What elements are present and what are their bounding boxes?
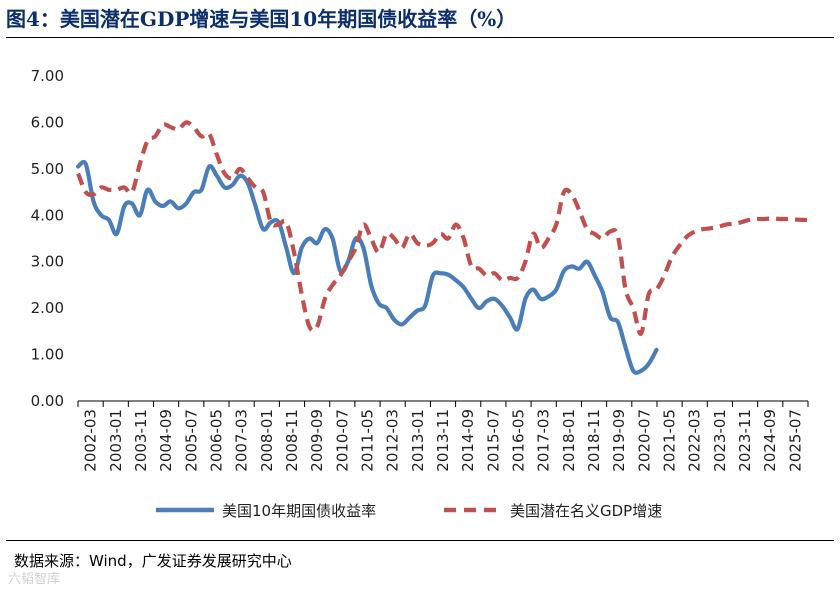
x-tick-label: 2013-11 [434, 409, 452, 472]
y-axis: 0.00 1.00 2.00 3.00 4.00 5.00 6.00 7.00 [31, 67, 64, 410]
x-tick-label: 2015-07 [484, 409, 502, 472]
x-tick-label: 2002-03 [82, 409, 100, 472]
x-tick-label: 2021-05 [661, 409, 679, 472]
x-tick-label: 2003-11 [132, 409, 150, 472]
footer-divider [6, 540, 834, 541]
x-tick-label: 2018-11 [585, 409, 603, 472]
x-tick-label: 2014-09 [459, 409, 477, 472]
x-tick-label: 2013-01 [409, 409, 427, 472]
x-tick-label: 2018-01 [560, 409, 578, 472]
legend-label-gdp: 美国潜在名义GDP增速 [510, 502, 662, 520]
x-tick-label: 2007-03 [233, 409, 251, 472]
x-tick-label: 2008-01 [258, 409, 276, 472]
title-divider [6, 37, 834, 38]
legend-label-treasury: 美国10年期国债收益率 [222, 502, 376, 520]
x-tick-label: 2003-01 [107, 409, 125, 472]
x-tick-label: 2022-03 [686, 409, 704, 472]
series-line-treasury [76, 159, 659, 375]
x-tick-label: 2010-07 [333, 409, 351, 472]
y-tick-label: 4.00 [31, 206, 64, 224]
series-layer [76, 120, 808, 375]
x-tick-label: 2020-07 [635, 409, 653, 472]
x-tick-label: 2023-11 [736, 409, 754, 472]
series-line-gdp [76, 120, 808, 336]
x-tick-label: 2025-07 [786, 409, 804, 472]
y-tick-label: 1.00 [31, 346, 64, 364]
x-axis: 2002-03 2003-01 2003-11 2004-09 2005-07 2006-… [77, 400, 809, 472]
watermark: 六韬智库 [8, 572, 61, 587]
x-tick-label: 2009-09 [308, 409, 326, 472]
page-title: 图4：美国潜在GDP增速与美国10年期国债收益率（%） [6, 7, 517, 31]
x-tick-label: 2011-05 [358, 409, 376, 472]
x-tick-label: 2004-09 [157, 409, 175, 472]
x-tick-label: 2023-01 [711, 409, 729, 472]
y-tick-label: 2.00 [31, 299, 64, 317]
y-tick-label: 5.00 [31, 160, 64, 178]
y-tick-label: 6.00 [31, 113, 64, 131]
x-tick-label: 2016-05 [510, 409, 528, 472]
x-tick-label: 2019-09 [610, 409, 628, 472]
x-tick-label: 2005-07 [182, 409, 200, 472]
x-tick-label: 2017-03 [535, 409, 553, 472]
y-tick-label: 7.00 [31, 67, 64, 85]
x-tick-label: 2008-11 [283, 409, 301, 472]
y-tick-label: 0.00 [31, 392, 64, 410]
x-tick-label: 2006-05 [207, 409, 225, 472]
legend: 美国10年期国债收益率 美国潜在名义GDP增速 [156, 502, 662, 520]
x-tick-label: 2012-03 [384, 409, 402, 472]
x-tick-label: 2024-09 [761, 409, 779, 472]
y-tick-label: 3.00 [31, 253, 64, 271]
source-note: 数据来源：Wind，广发证券发展研究中心 [14, 552, 292, 570]
